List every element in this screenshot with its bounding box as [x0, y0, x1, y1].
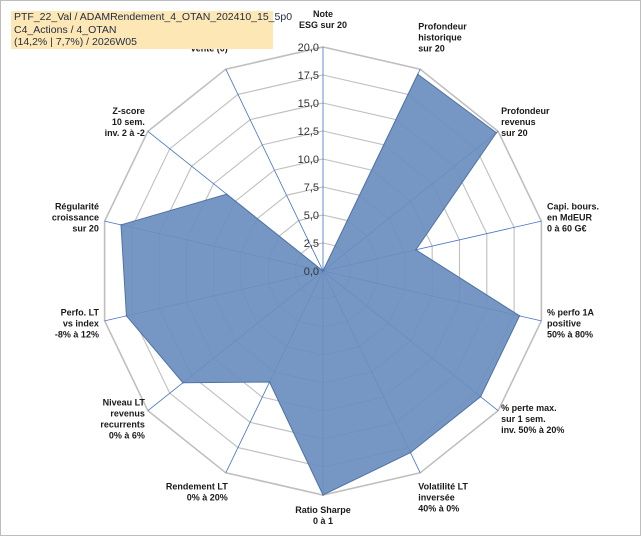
tick-label: 20,0	[298, 42, 319, 54]
axis-label-9: Niveau LT revenus recurrents 0% à 6%	[100, 397, 145, 440]
tick-label: 2,5	[304, 238, 319, 250]
data-point-1	[416, 73, 419, 76]
axis-label-5: % perte max. sur 1 sem. inv. 50% à 20%	[501, 403, 564, 435]
tick-label: 12,5	[298, 126, 319, 138]
tick-label: 10,0	[298, 154, 319, 166]
data-point-10	[125, 315, 128, 317]
radar-series-area	[120, 73, 521, 496]
axis-spoke-13	[225, 69, 324, 272]
tick-label: 15,0	[298, 98, 319, 110]
chart-title-line-2: C4_Actions / 4_OTAN	[14, 23, 117, 36]
axis-label-2: Profondeur revenus sur 20	[501, 106, 550, 138]
axis-label-3: Capi. bours. en MdEUR 0 à 60 G€	[547, 202, 599, 234]
data-point-5	[479, 395, 482, 398]
data-point-11	[120, 224, 122, 226]
axis-label-7: Ratio Sharpe 0 à 1	[295, 505, 351, 526]
data-point-8	[268, 381, 271, 383]
tick-label: 5,0	[304, 210, 319, 222]
axis-label-4: % perfo 1A positive 50% à 80%	[547, 307, 595, 339]
chart-title-line-3: (14,2% | 7,7%) / 2026W05	[14, 36, 137, 48]
data-point-7	[322, 494, 324, 496]
tick-label: 0,0	[304, 266, 319, 278]
radar-tick-labels: 0,0 2,5 5,0 7,5 10,0 12,5 15,0 17,5 20,0	[298, 42, 319, 278]
axis-label-0: Note ESG sur 20	[299, 9, 347, 30]
axis-label-10: Perfo. LT vs index -8% à 12%	[55, 307, 100, 339]
data-point-6	[409, 451, 412, 454]
data-point-13	[322, 270, 324, 272]
data-point-12	[225, 193, 228, 195]
axis-label-11: Régularité croissance sur 20	[52, 202, 99, 234]
axis-label-6: Volatilité LT inversée 40% à 0%	[418, 481, 468, 513]
chart-title-line-1: PTF_22_Val / ADAMRendement_4_OTAN_202410…	[14, 11, 293, 23]
series-area	[120, 73, 521, 496]
axis-label-8: Rendement LT 0% à 20%	[166, 481, 228, 502]
axis-label-1: Profondeur historique sur 20	[418, 22, 467, 54]
chart-title-box: PTF_22_Val / ADAMRendement_4_OTAN_202410…	[11, 11, 293, 49]
axis-label-12: Z-score 10 sem. inv. 2 à -2	[105, 106, 145, 138]
data-point-3	[415, 249, 417, 251]
tick-label: 17,5	[298, 70, 319, 82]
data-point-4	[518, 315, 521, 317]
tick-label: 7,5	[304, 182, 319, 194]
data-point-9	[182, 381, 184, 384]
data-point-2	[495, 131, 498, 134]
